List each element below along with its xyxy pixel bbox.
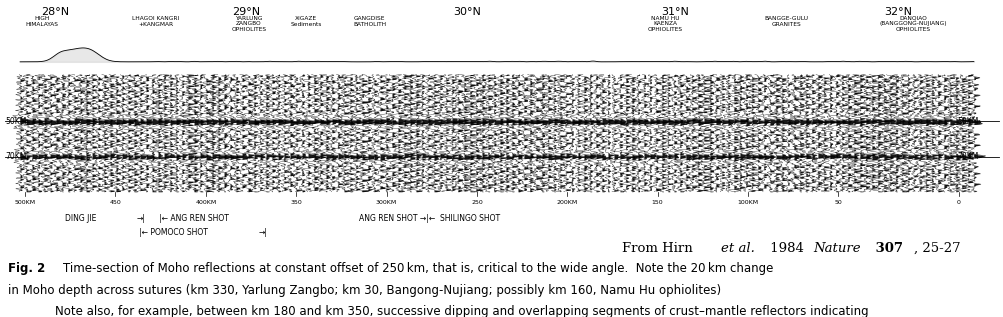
Text: Fig. 2: Fig. 2	[8, 262, 45, 275]
Text: 100KM: 100KM	[736, 200, 758, 205]
Text: Time-section of Moho reflections at constant offset of 250 km, that is, critical: Time-section of Moho reflections at cons…	[63, 262, 773, 275]
Text: 70KM: 70KM	[957, 152, 978, 161]
Text: →|: →|	[259, 228, 268, 237]
Text: 50KM: 50KM	[957, 117, 978, 126]
Text: 70KM: 70KM	[5, 152, 26, 161]
Text: 50KM: 50KM	[5, 117, 26, 126]
Text: 0: 0	[956, 200, 960, 205]
Text: |← ANG REN SHOT: |← ANG REN SHOT	[158, 214, 229, 223]
Text: et al.: et al.	[720, 242, 754, 255]
Text: 307: 307	[871, 242, 903, 255]
Text: 150: 150	[651, 200, 663, 205]
Text: XIGAZE
Sediments: XIGAZE Sediments	[290, 16, 322, 27]
Text: , 25-27: , 25-27	[913, 242, 959, 255]
Text: DANQIAO
(BANGGONG-NUJIANG)
OPHIOLITES: DANQIAO (BANGGONG-NUJIANG) OPHIOLITES	[879, 16, 947, 32]
Text: 28°N: 28°N	[41, 7, 69, 17]
Text: GANGDISE
BATHOLITH: GANGDISE BATHOLITH	[353, 16, 385, 27]
Text: 50: 50	[833, 200, 842, 205]
Text: 1984: 1984	[765, 242, 807, 255]
Text: 450: 450	[109, 200, 121, 205]
Text: HIGH
HIMALAYAS: HIGH HIMALAYAS	[26, 16, 58, 27]
Text: BANGGE-GULU
GRANITES: BANGGE-GULU GRANITES	[763, 16, 807, 27]
Text: NAMU HU
KAENZA
OPHIOLITES: NAMU HU KAENZA OPHIOLITES	[648, 16, 682, 32]
Text: 400KM: 400KM	[195, 200, 217, 205]
Text: Note also, for example, between km 180 and km 350, successive dipping and overla: Note also, for example, between km 180 a…	[55, 305, 868, 317]
Text: YARLUNG
ZANGBO
OPHIOLITES: YARLUNG ZANGBO OPHIOLITES	[232, 16, 266, 32]
Text: 32°N: 32°N	[884, 7, 912, 17]
Text: 29°N: 29°N	[232, 7, 260, 17]
Text: From Hirn: From Hirn	[622, 242, 697, 255]
Text: →|: →|	[136, 214, 145, 223]
Text: 250: 250	[470, 200, 482, 205]
Text: in Moho depth across sutures (km 330, Yarlung Zangbo; km 30, Bangong-Nujiang; po: in Moho depth across sutures (km 330, Ya…	[8, 284, 720, 297]
Text: LHAGOI KANGRI
+KANGMAR: LHAGOI KANGRI +KANGMAR	[131, 16, 180, 27]
Text: 31°N: 31°N	[660, 7, 688, 17]
Text: 300KM: 300KM	[375, 200, 397, 205]
Text: Nature: Nature	[812, 242, 860, 255]
Text: ANG REN SHOT →|←  SHILINGO SHOT: ANG REN SHOT →|← SHILINGO SHOT	[359, 214, 500, 223]
Text: |← POMOCO SHOT: |← POMOCO SHOT	[138, 228, 208, 237]
Text: 350: 350	[290, 200, 302, 205]
Text: 200KM: 200KM	[556, 200, 578, 205]
Text: 500KM: 500KM	[14, 200, 36, 205]
Text: DING JIE: DING JIE	[65, 214, 96, 223]
Text: 30°N: 30°N	[452, 7, 480, 17]
